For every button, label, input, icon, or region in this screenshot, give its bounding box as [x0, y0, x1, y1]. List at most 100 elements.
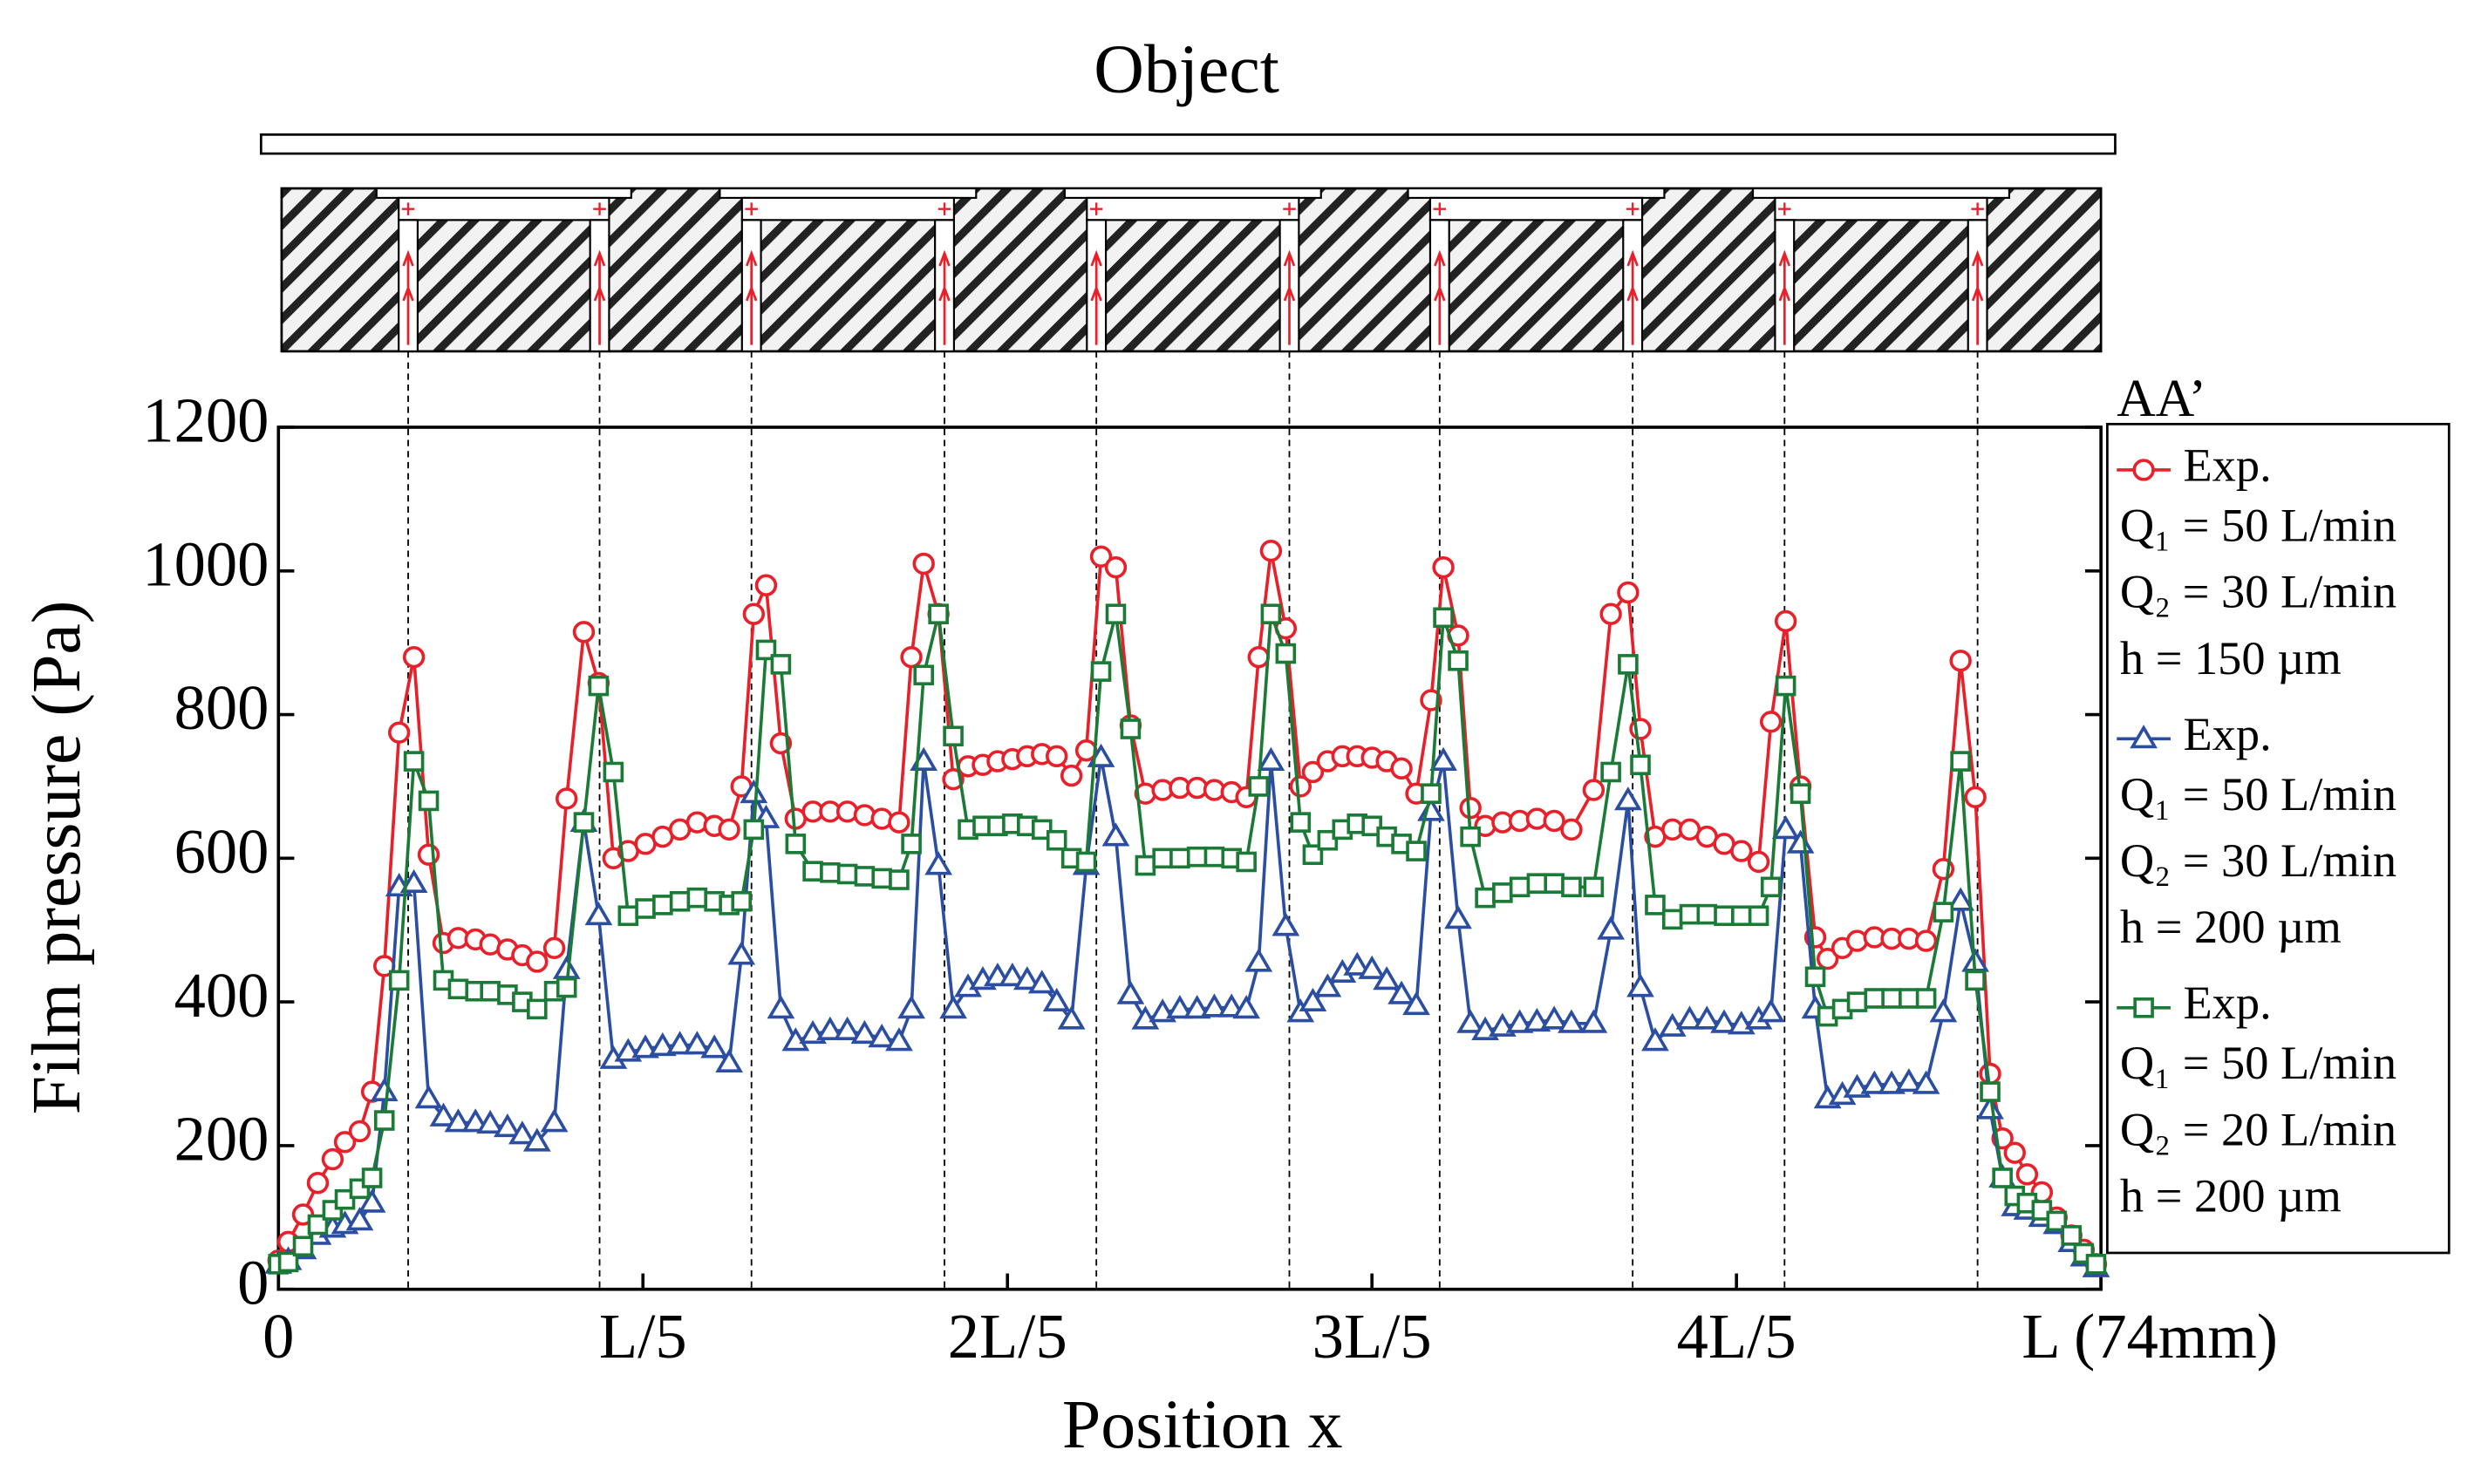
legend-marker — [2130, 725, 2158, 749]
marker — [785, 834, 807, 854]
flow-arrows — [402, 249, 414, 345]
marker — [307, 1214, 329, 1236]
x-tick-label: 0 — [262, 1301, 294, 1372]
marker — [1475, 887, 1496, 909]
marker — [1523, 1007, 1551, 1032]
marker — [1203, 846, 1225, 868]
marker — [1317, 829, 1339, 851]
marker — [1120, 718, 1142, 739]
marker — [924, 851, 953, 875]
marker — [1101, 822, 1130, 847]
marker — [1599, 602, 1622, 625]
marker — [897, 995, 925, 1019]
marker — [700, 1034, 729, 1059]
marker — [1186, 846, 1208, 868]
marker — [1759, 711, 1783, 733]
marker — [1302, 844, 1324, 866]
marker — [1894, 1068, 1923, 1093]
marker — [1976, 1095, 2004, 1120]
marker — [767, 995, 795, 1019]
marker — [727, 941, 756, 965]
legend-label: Exp. — [2183, 977, 2271, 1029]
legend-condition: Q₂ = 30 L/min — [2120, 834, 2396, 887]
x-tick-label: 2L/5 — [948, 1301, 1067, 1372]
marker — [1645, 895, 1666, 916]
legend-condition: Q₁ = 50 L/min — [2120, 499, 2396, 551]
flow-arrows — [1283, 249, 1296, 345]
marker — [1980, 1081, 2001, 1102]
legend-condition: Q₁ = 50 L/min — [2120, 768, 2396, 820]
marker — [417, 843, 440, 866]
marker — [1257, 746, 1285, 771]
marker — [373, 1110, 395, 1131]
marker — [403, 751, 425, 772]
marker — [1696, 903, 1718, 925]
marker — [770, 654, 792, 675]
marker — [1899, 988, 1919, 1009]
pad-recess — [1428, 196, 1644, 221]
marker — [1641, 1027, 1669, 1052]
marker — [334, 1188, 356, 1210]
marker — [556, 787, 578, 810]
marker — [868, 1024, 897, 1048]
y-tick-label: 200 — [174, 1104, 269, 1174]
pad-recess — [1086, 196, 1300, 221]
marker — [333, 1131, 357, 1154]
marker — [1630, 754, 1651, 776]
marker — [1583, 876, 1605, 898]
marker — [1544, 873, 1565, 894]
marker — [1421, 783, 1442, 804]
marker — [1116, 980, 1145, 1004]
legend-condition: h = 200 µm — [2120, 901, 2342, 953]
x-tick-label: 3L/5 — [1312, 1301, 1432, 1372]
marker — [1560, 818, 1583, 841]
marker — [2003, 1141, 2026, 1164]
pressure-tap — [745, 202, 758, 215]
marker — [494, 1113, 522, 1138]
marker — [1183, 995, 1211, 1019]
marker — [1075, 851, 1097, 873]
marker — [584, 901, 613, 926]
marker — [802, 861, 823, 882]
marker — [1878, 1070, 1906, 1094]
marker — [480, 980, 501, 1002]
marker — [1964, 786, 1987, 809]
marker — [1448, 650, 1469, 671]
pad-recess — [1774, 196, 1988, 221]
marker — [358, 1188, 386, 1213]
marker — [1090, 661, 1112, 682]
marker — [718, 818, 740, 841]
marker — [1390, 757, 1413, 780]
y-tick-label: 1000 — [142, 528, 269, 599]
marker — [1730, 840, 1753, 862]
y-tick-label: 400 — [174, 960, 269, 1031]
marker — [1105, 603, 1127, 625]
marker — [816, 1016, 844, 1040]
marker — [2061, 1225, 2083, 1246]
marker — [715, 1048, 743, 1073]
series — [268, 603, 2107, 1275]
marker — [1361, 815, 1382, 837]
marker — [1373, 966, 1401, 990]
marker — [912, 552, 935, 575]
marker — [1561, 876, 1582, 898]
marker — [588, 675, 610, 697]
pressure-tap — [1778, 202, 1791, 215]
marker — [913, 664, 934, 686]
marker — [1460, 826, 1481, 848]
marker — [850, 1019, 879, 1045]
pad-recess — [740, 196, 955, 221]
marker — [1089, 545, 1113, 568]
marker — [1600, 761, 1621, 783]
object-plate — [259, 133, 2117, 155]
flow-arrows — [1778, 249, 1791, 345]
marker — [1290, 812, 1312, 833]
marker — [617, 905, 639, 927]
marker — [781, 1027, 810, 1052]
marker — [2046, 1210, 2068, 1232]
y-tick-label: 1200 — [142, 385, 269, 456]
marker — [1031, 819, 1053, 841]
marker — [1433, 607, 1454, 629]
marker — [1579, 1009, 1608, 1033]
